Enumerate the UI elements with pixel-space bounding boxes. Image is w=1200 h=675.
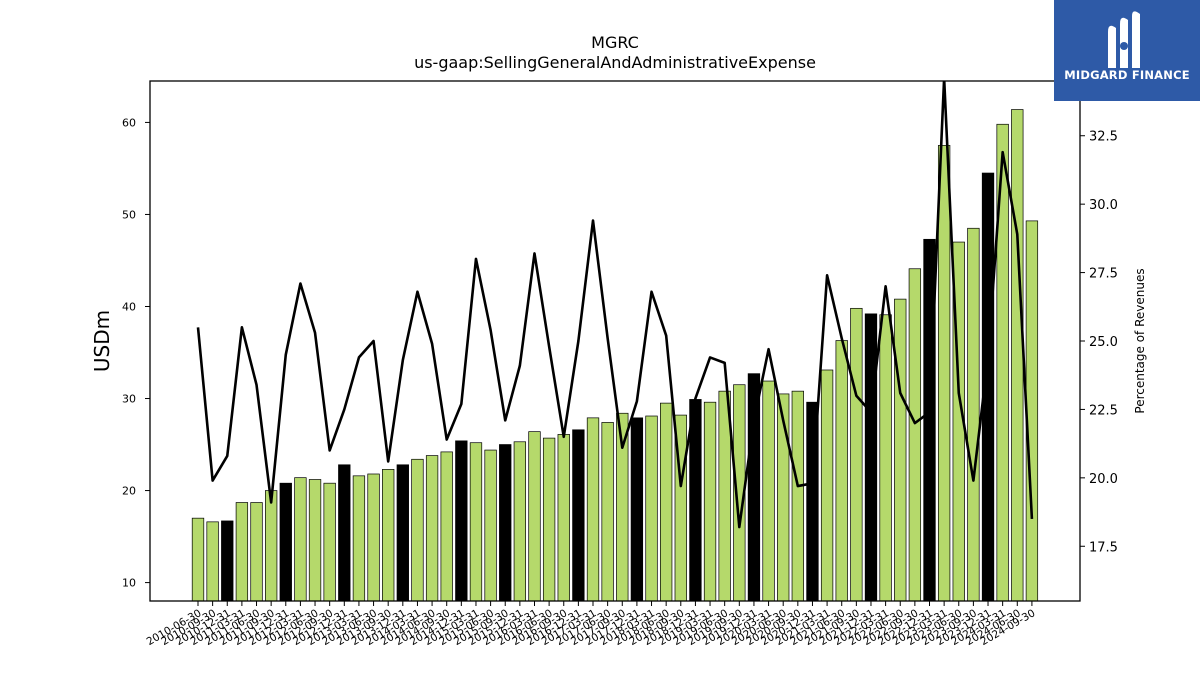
bar-series — [191, 109, 1039, 602]
bar — [191, 517, 205, 602]
y2-tick-label: 25.0 — [1089, 335, 1118, 350]
bar — [542, 437, 556, 602]
bar — [645, 415, 658, 602]
bar — [382, 469, 395, 602]
bar — [630, 417, 644, 602]
y-axis-right: 17.5 20.0 22.5 25.0 27.5 30.0 32.5 — [1080, 130, 1118, 555]
bar — [323, 482, 336, 602]
bar — [308, 479, 322, 602]
bar — [572, 429, 585, 602]
bar — [835, 340, 848, 602]
bar — [660, 402, 673, 602]
chart-title: MGRC — [591, 33, 639, 52]
bar — [455, 440, 468, 602]
y2-tick-label: 22.5 — [1089, 403, 1118, 418]
bar — [265, 490, 278, 602]
bar — [425, 455, 439, 602]
bar — [908, 268, 922, 602]
y2-tick-label: 20.0 — [1089, 472, 1118, 487]
y-tick-label: 40 — [122, 300, 136, 313]
bar — [411, 458, 424, 602]
bar — [937, 145, 951, 602]
bar — [469, 442, 483, 602]
bar — [967, 227, 980, 602]
bar — [528, 431, 541, 602]
bar — [250, 502, 263, 602]
y-axis-label: USDm — [90, 310, 114, 372]
bar — [513, 441, 527, 602]
y2-tick-label: 17.5 — [1089, 540, 1118, 555]
bar — [440, 451, 453, 602]
y2-tick-label: 27.5 — [1089, 267, 1118, 282]
brand-logo: MIDGARD FINANCE — [1054, 0, 1200, 101]
bar — [1025, 220, 1039, 602]
bar — [1011, 109, 1024, 602]
bar — [894, 298, 907, 602]
percentage-line — [196, 81, 1034, 529]
y-axis-left: 10 20 30 40 50 60 — [122, 116, 150, 590]
bar — [235, 502, 249, 602]
bar — [499, 444, 512, 602]
y-tick-label: 60 — [122, 116, 136, 129]
y-tick-label: 10 — [122, 577, 136, 590]
bar — [338, 464, 351, 602]
y2-tick-label: 30.0 — [1089, 198, 1118, 213]
y-tick-label: 50 — [122, 208, 136, 221]
bar — [850, 307, 863, 602]
bar — [601, 422, 614, 602]
y2-tick-label: 32.5 — [1089, 130, 1118, 145]
bar — [703, 401, 717, 602]
bar — [206, 521, 219, 602]
bar — [747, 373, 761, 602]
midgard-logo-icon — [1108, 11, 1140, 68]
bar — [557, 434, 570, 602]
bar — [791, 390, 804, 602]
bar — [820, 369, 834, 602]
y2-axis-label: Percentage of Revenues — [1133, 268, 1147, 413]
bar — [864, 313, 878, 602]
bar — [586, 417, 600, 602]
bar — [279, 482, 292, 602]
bar — [367, 473, 380, 602]
y-tick-label: 30 — [122, 393, 136, 406]
line-series — [196, 81, 1034, 529]
x-axis: 2010-06-302010-09-302010-12-312011-03-31… — [145, 601, 1037, 648]
bar — [352, 475, 366, 602]
bar — [294, 477, 307, 602]
bar — [484, 449, 497, 602]
bar — [879, 314, 892, 602]
bar — [762, 380, 775, 602]
bar — [221, 520, 234, 602]
chart-subtitle: us-gaap:SellingGeneralAndAdministrativeE… — [414, 53, 816, 72]
brand-name: MIDGARD FINANCE — [1064, 68, 1190, 82]
y-tick-label: 20 — [122, 485, 136, 498]
bar — [396, 464, 409, 602]
